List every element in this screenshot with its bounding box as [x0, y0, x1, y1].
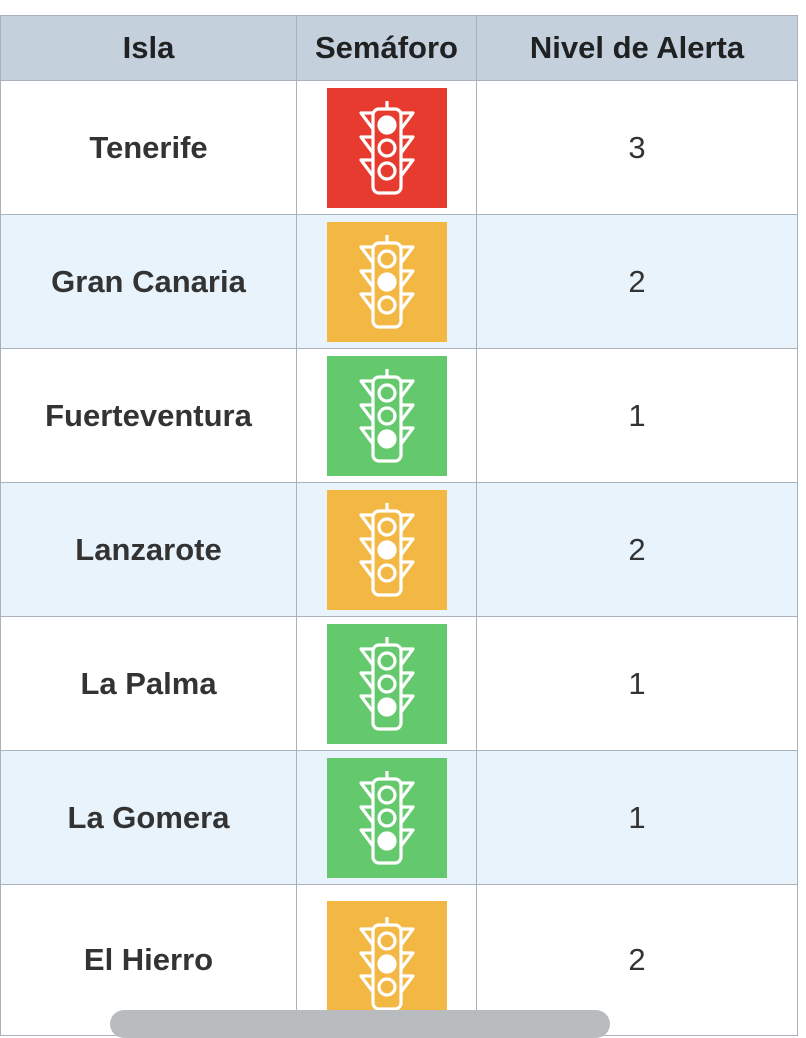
table-row: Gran Canaria 2	[0, 214, 798, 349]
traffic-light-glyph	[358, 368, 415, 463]
header-isla: Isla	[0, 15, 297, 81]
horizontal-scrollbar[interactable]	[110, 1010, 610, 1038]
alert-table: Isla Semáforo Nivel de Alerta Tenerife 3…	[0, 15, 798, 1036]
nivel-cell: 1	[476, 348, 798, 483]
traffic-light-icon	[326, 900, 447, 1027]
traffic-light-glyph	[358, 636, 415, 731]
traffic-light-glyph	[358, 916, 415, 1011]
isla-cell: La Palma	[0, 616, 297, 751]
traffic-light-glyph	[358, 502, 415, 597]
table-row: Tenerife 3	[0, 80, 798, 215]
isla-cell: La Gomera	[0, 750, 297, 885]
nivel-cell: 3	[476, 80, 798, 215]
table-row: Lanzarote 2	[0, 482, 798, 617]
isla-cell: Gran Canaria	[0, 214, 297, 349]
table-row: La Palma 1	[0, 616, 798, 751]
isla-cell: Fuerteventura	[0, 348, 297, 483]
table-row: La Gomera 1	[0, 750, 798, 885]
traffic-light-icon	[326, 87, 447, 208]
nivel-cell: 1	[476, 616, 798, 751]
nivel-cell: 2	[476, 482, 798, 617]
traffic-light-glyph	[358, 100, 415, 195]
traffic-light-glyph	[358, 770, 415, 865]
header-semaforo: Semáforo	[296, 15, 477, 81]
nivel-cell: 2	[476, 214, 798, 349]
traffic-light-glyph	[358, 234, 415, 329]
header-row: Isla Semáforo Nivel de Alerta	[0, 15, 798, 81]
traffic-light-icon	[326, 757, 447, 878]
header-nivel: Nivel de Alerta	[476, 15, 798, 81]
nivel-cell: 1	[476, 750, 798, 885]
isla-cell: Tenerife	[0, 80, 297, 215]
traffic-light-icon	[326, 489, 447, 610]
isla-cell: Lanzarote	[0, 482, 297, 617]
traffic-light-icon	[326, 623, 447, 744]
traffic-light-icon	[326, 355, 447, 476]
table-row: Fuerteventura 1	[0, 348, 798, 483]
traffic-light-icon	[326, 221, 447, 342]
